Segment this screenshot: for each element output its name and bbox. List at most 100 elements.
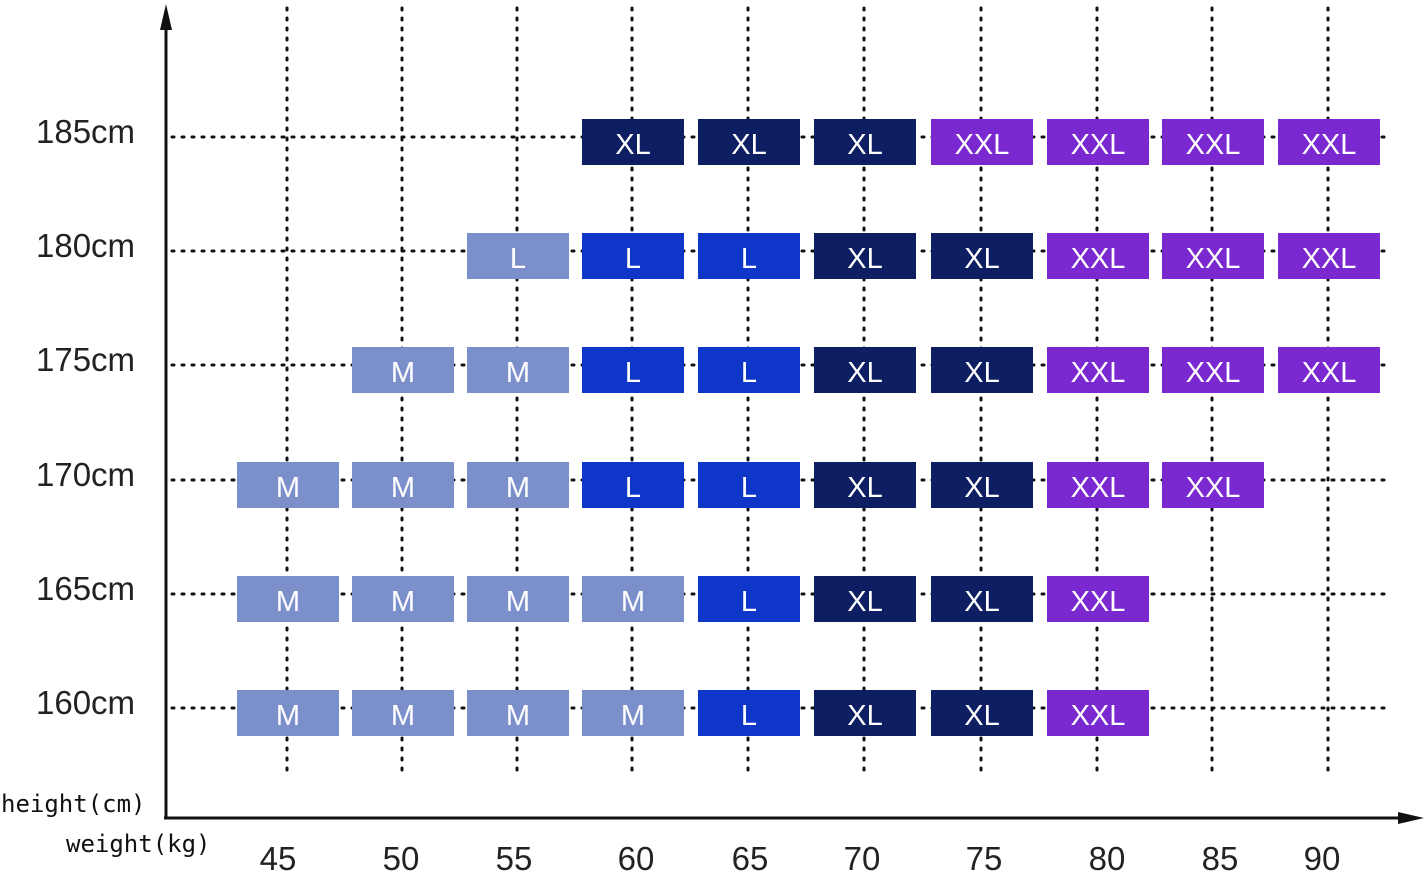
- y-tick-labels: 185cm 180cm 175cm 170cm 165cm 160cm: [36, 113, 135, 721]
- cell-label: XL: [847, 243, 882, 275]
- cell-rect: [582, 119, 684, 165]
- cell-rect: [352, 690, 454, 736]
- cell-label: L: [741, 472, 757, 504]
- x-tick-70: 70: [844, 840, 881, 877]
- cell-rect: [698, 690, 800, 736]
- cell-170cm-65kg: L: [698, 462, 800, 508]
- cell-rect: [931, 690, 1033, 736]
- cell-rect: [1278, 233, 1380, 279]
- x-tick-85: 85: [1202, 840, 1239, 877]
- cell-rect: [237, 690, 339, 736]
- cell-label: M: [276, 586, 300, 618]
- cell-rect: [1047, 462, 1149, 508]
- cell-label: L: [625, 472, 641, 504]
- y-axis-title: height(cm): [1, 790, 146, 818]
- cell-label: XXL: [1071, 472, 1126, 504]
- y-tick-160cm: 160cm: [36, 684, 135, 721]
- cell-label: XXL: [1302, 357, 1357, 389]
- cell-175cm-65kg: L: [698, 347, 800, 393]
- cell-170cm-70kg: XL: [814, 462, 916, 508]
- cell-rect: [814, 690, 916, 736]
- cell-label: XXL: [1302, 129, 1357, 161]
- cell-170cm-50kg: M: [352, 462, 454, 508]
- cell-label: XL: [731, 129, 766, 161]
- cell-160cm-65kg: L: [698, 690, 800, 736]
- cell-label: M: [276, 700, 300, 732]
- cell-180cm-60kg: L: [582, 233, 684, 279]
- cell-180cm-65kg: L: [698, 233, 800, 279]
- cell-rect: [1162, 347, 1264, 393]
- cell-label: M: [621, 700, 645, 732]
- cell-175cm-60kg: L: [582, 347, 684, 393]
- cell-label: L: [741, 357, 757, 389]
- cell-rect: [467, 233, 569, 279]
- size-cells: XL XL XL XXL XXL XXL XXL L L L XL XL XXL XXL XXL M M L L XL…: [237, 119, 1380, 736]
- y-tick-185cm: 185cm: [36, 113, 135, 150]
- cell-rect: [582, 690, 684, 736]
- cell-rect: [931, 462, 1033, 508]
- y-tick-165cm: 165cm: [36, 570, 135, 607]
- x-axis-title: weight(kg): [66, 830, 211, 858]
- cell-rect: [698, 233, 800, 279]
- cell-label: M: [391, 357, 415, 389]
- cell-label: XXL: [1302, 243, 1357, 275]
- cell-rect: [1047, 233, 1149, 279]
- cell-170cm-60kg: L: [582, 462, 684, 508]
- cell-175cm-50kg: M: [352, 347, 454, 393]
- cell-label: XXL: [1186, 357, 1241, 389]
- cell-rect: [1047, 690, 1149, 736]
- cell-label: XL: [847, 472, 882, 504]
- x-tick-55: 55: [496, 840, 533, 877]
- cell-165cm-60kg: M: [582, 576, 684, 622]
- cell-175cm-70kg: XL: [814, 347, 916, 393]
- axes: [160, 4, 1424, 824]
- y-axis-arrow: [160, 4, 172, 30]
- cell-label: XL: [964, 357, 999, 389]
- cell-label: XXL: [1071, 586, 1126, 618]
- cell-185cm-65kg: XL: [698, 119, 800, 165]
- cell-rect: [237, 576, 339, 622]
- cell-180cm-55kg: L: [467, 233, 569, 279]
- y-tick-170cm: 170cm: [36, 456, 135, 493]
- cell-label: M: [506, 700, 530, 732]
- cell-180cm-90kg: XXL: [1278, 233, 1380, 279]
- cell-165cm-80kg: XXL: [1047, 576, 1149, 622]
- cell-label: XXL: [1186, 472, 1241, 504]
- x-axis-arrow: [1398, 812, 1424, 824]
- cell-label: XL: [847, 129, 882, 161]
- cell-label: L: [625, 357, 641, 389]
- cell-rect: [814, 119, 916, 165]
- cell-rect: [582, 347, 684, 393]
- cell-185cm-70kg: XL: [814, 119, 916, 165]
- cell-rect: [698, 576, 800, 622]
- x-tick-50: 50: [383, 840, 420, 877]
- cell-rect: [1162, 233, 1264, 279]
- cell-label: XXL: [1071, 129, 1126, 161]
- x-tick-60: 60: [618, 840, 655, 877]
- horizontal-gridlines: [170, 135, 1394, 710]
- cell-rect: [237, 462, 339, 508]
- cell-label: XL: [847, 357, 882, 389]
- cell-label: L: [510, 243, 526, 275]
- cell-rect: [582, 233, 684, 279]
- cell-rect: [352, 347, 454, 393]
- cell-185cm-60kg: XL: [582, 119, 684, 165]
- cell-rect: [467, 576, 569, 622]
- cell-label: XL: [847, 700, 882, 732]
- cell-rect: [814, 576, 916, 622]
- cell-rect: [931, 119, 1033, 165]
- cell-170cm-75kg: XL: [931, 462, 1033, 508]
- cell-label: L: [741, 700, 757, 732]
- cell-185cm-80kg: XXL: [1047, 119, 1149, 165]
- cell-rect: [814, 462, 916, 508]
- x-tick-90: 90: [1304, 840, 1341, 877]
- cell-label: M: [391, 700, 415, 732]
- cell-165cm-75kg: XL: [931, 576, 1033, 622]
- cell-160cm-70kg: XL: [814, 690, 916, 736]
- cell-rect: [1047, 347, 1149, 393]
- cell-175cm-80kg: XXL: [1047, 347, 1149, 393]
- cell-180cm-75kg: XL: [931, 233, 1033, 279]
- cell-185cm-75kg: XXL: [931, 119, 1033, 165]
- cell-165cm-50kg: M: [352, 576, 454, 622]
